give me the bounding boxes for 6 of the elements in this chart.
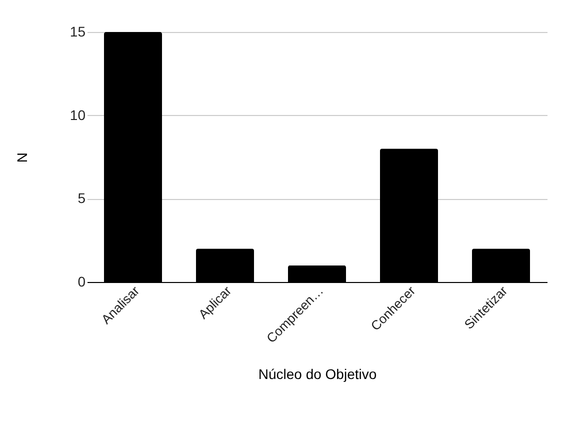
x-axis-title: Núcleo do Objetivo <box>258 366 377 382</box>
y-axis-title: N <box>14 152 30 163</box>
y-tick-label: 10 <box>70 106 86 123</box>
y-tick-label: 15 <box>70 24 86 40</box>
y-tick-label: 0 <box>78 274 86 290</box>
y-tick-label: 5 <box>78 190 86 206</box>
